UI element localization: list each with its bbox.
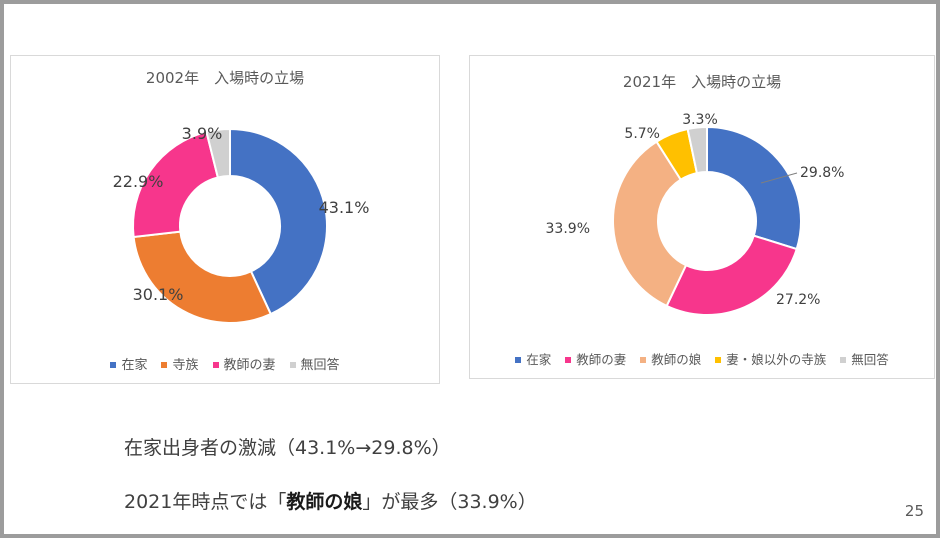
legend-label: 教師の娘: [651, 352, 702, 367]
legend-item-3: 無回答: [289, 354, 340, 373]
legend-marker: [640, 356, 647, 363]
legend-marker: [565, 356, 572, 363]
data-label-2021-1: 27.2%: [776, 292, 820, 308]
donut-chart-2021: 29.8% 27.2% 33.9% 5.7% 3.3%: [546, 112, 844, 316]
data-label-2021-4: 3.3%: [682, 112, 718, 128]
summary-line-2-post: 」が最多（33.9%）: [362, 491, 537, 513]
legend-label: 無回答: [851, 352, 889, 367]
donut-slice-2002-0: [229, 127, 328, 316]
legend-marker: [110, 361, 117, 368]
donut-slice-2021-4: [686, 125, 708, 175]
donut-slice-2021-0: [706, 125, 802, 251]
data-label-2021-0: 29.8%: [800, 165, 844, 181]
legend-item-0: 在家: [110, 354, 147, 373]
summary-line-1: 在家出身者の激減（43.1%→29.8%）: [124, 437, 451, 459]
legend-marker: [212, 361, 219, 368]
legend-label: 無回答: [300, 358, 340, 373]
donut-slice-2002-2: [132, 130, 220, 239]
legend-marker: [840, 356, 847, 363]
donut-slice-2002-3: [205, 127, 231, 179]
legend-2002: 在家 寺族 教師の妻 無回答: [11, 354, 439, 373]
page-number: 25: [904, 502, 924, 520]
data-label-2002-1: 30.1%: [133, 285, 184, 304]
data-label-2002-3: 3.9%: [182, 124, 223, 143]
legend-item-0: 在家: [515, 349, 551, 368]
legend-label: 教師の妻: [223, 358, 276, 373]
donut-slice-2021-1: [665, 234, 798, 316]
legend-item-3: 妻・娘以外の寺族: [715, 349, 826, 368]
data-label-2021-3: 5.7%: [624, 126, 660, 142]
legend-label: 妻・娘以外の寺族: [726, 352, 827, 367]
data-label-2002-2: 22.9%: [113, 172, 164, 191]
summary-line-2-pre: 2021年時点では「: [124, 491, 287, 513]
legend-marker: [715, 356, 722, 363]
legend-item-1: 寺族: [161, 354, 199, 373]
leader-line-0: [760, 172, 798, 184]
donut-slice-2021-2: [612, 140, 688, 308]
legend-marker: [161, 361, 168, 368]
legend-item-2: 教師の娘: [640, 349, 701, 368]
legend-item-2: 教師の妻: [212, 354, 276, 373]
legend-label: 教師の妻: [576, 352, 627, 367]
legend-2021: 在家 教師の妻 教師の娘 妻・娘以外の寺族 無回答: [470, 349, 934, 368]
legend-label: 在家: [526, 352, 552, 367]
legend-label: 在家: [121, 358, 148, 373]
donut-slice-2002-1: [132, 230, 273, 324]
data-label-2021-2: 33.9%: [546, 221, 590, 237]
legend-marker: [515, 356, 522, 363]
summary-line-2: 2021年時点では「教師の娘」が最多（33.9%）: [124, 487, 537, 514]
legend-marker: [289, 361, 296, 368]
data-label-2002-0: 43.1%: [319, 198, 370, 217]
chart-panel-2021: 2021年 入場時の立場 29.8% 27.2% 33.9% 5.7% 3.3% 在家 教…: [469, 55, 935, 379]
chart-title-2002: 2002年 入場時の立場: [145, 69, 305, 87]
donut-chart-2002: 43.1% 30.1% 22.9% 3.9%: [113, 124, 370, 324]
summary-line-2-highlight: 教師の娘: [286, 491, 363, 513]
legend-item-4: 無回答: [840, 349, 889, 368]
chart-title-2021: 2021年 入場時の立場: [622, 73, 782, 91]
chart-panel-2002: 2002年 入場時の立場 43.1% 30.1% 22.9% 3.9% 在家 寺族 教師の…: [10, 55, 440, 384]
legend-item-1: 教師の妻: [565, 349, 626, 368]
legend-label: 寺族: [172, 358, 199, 373]
